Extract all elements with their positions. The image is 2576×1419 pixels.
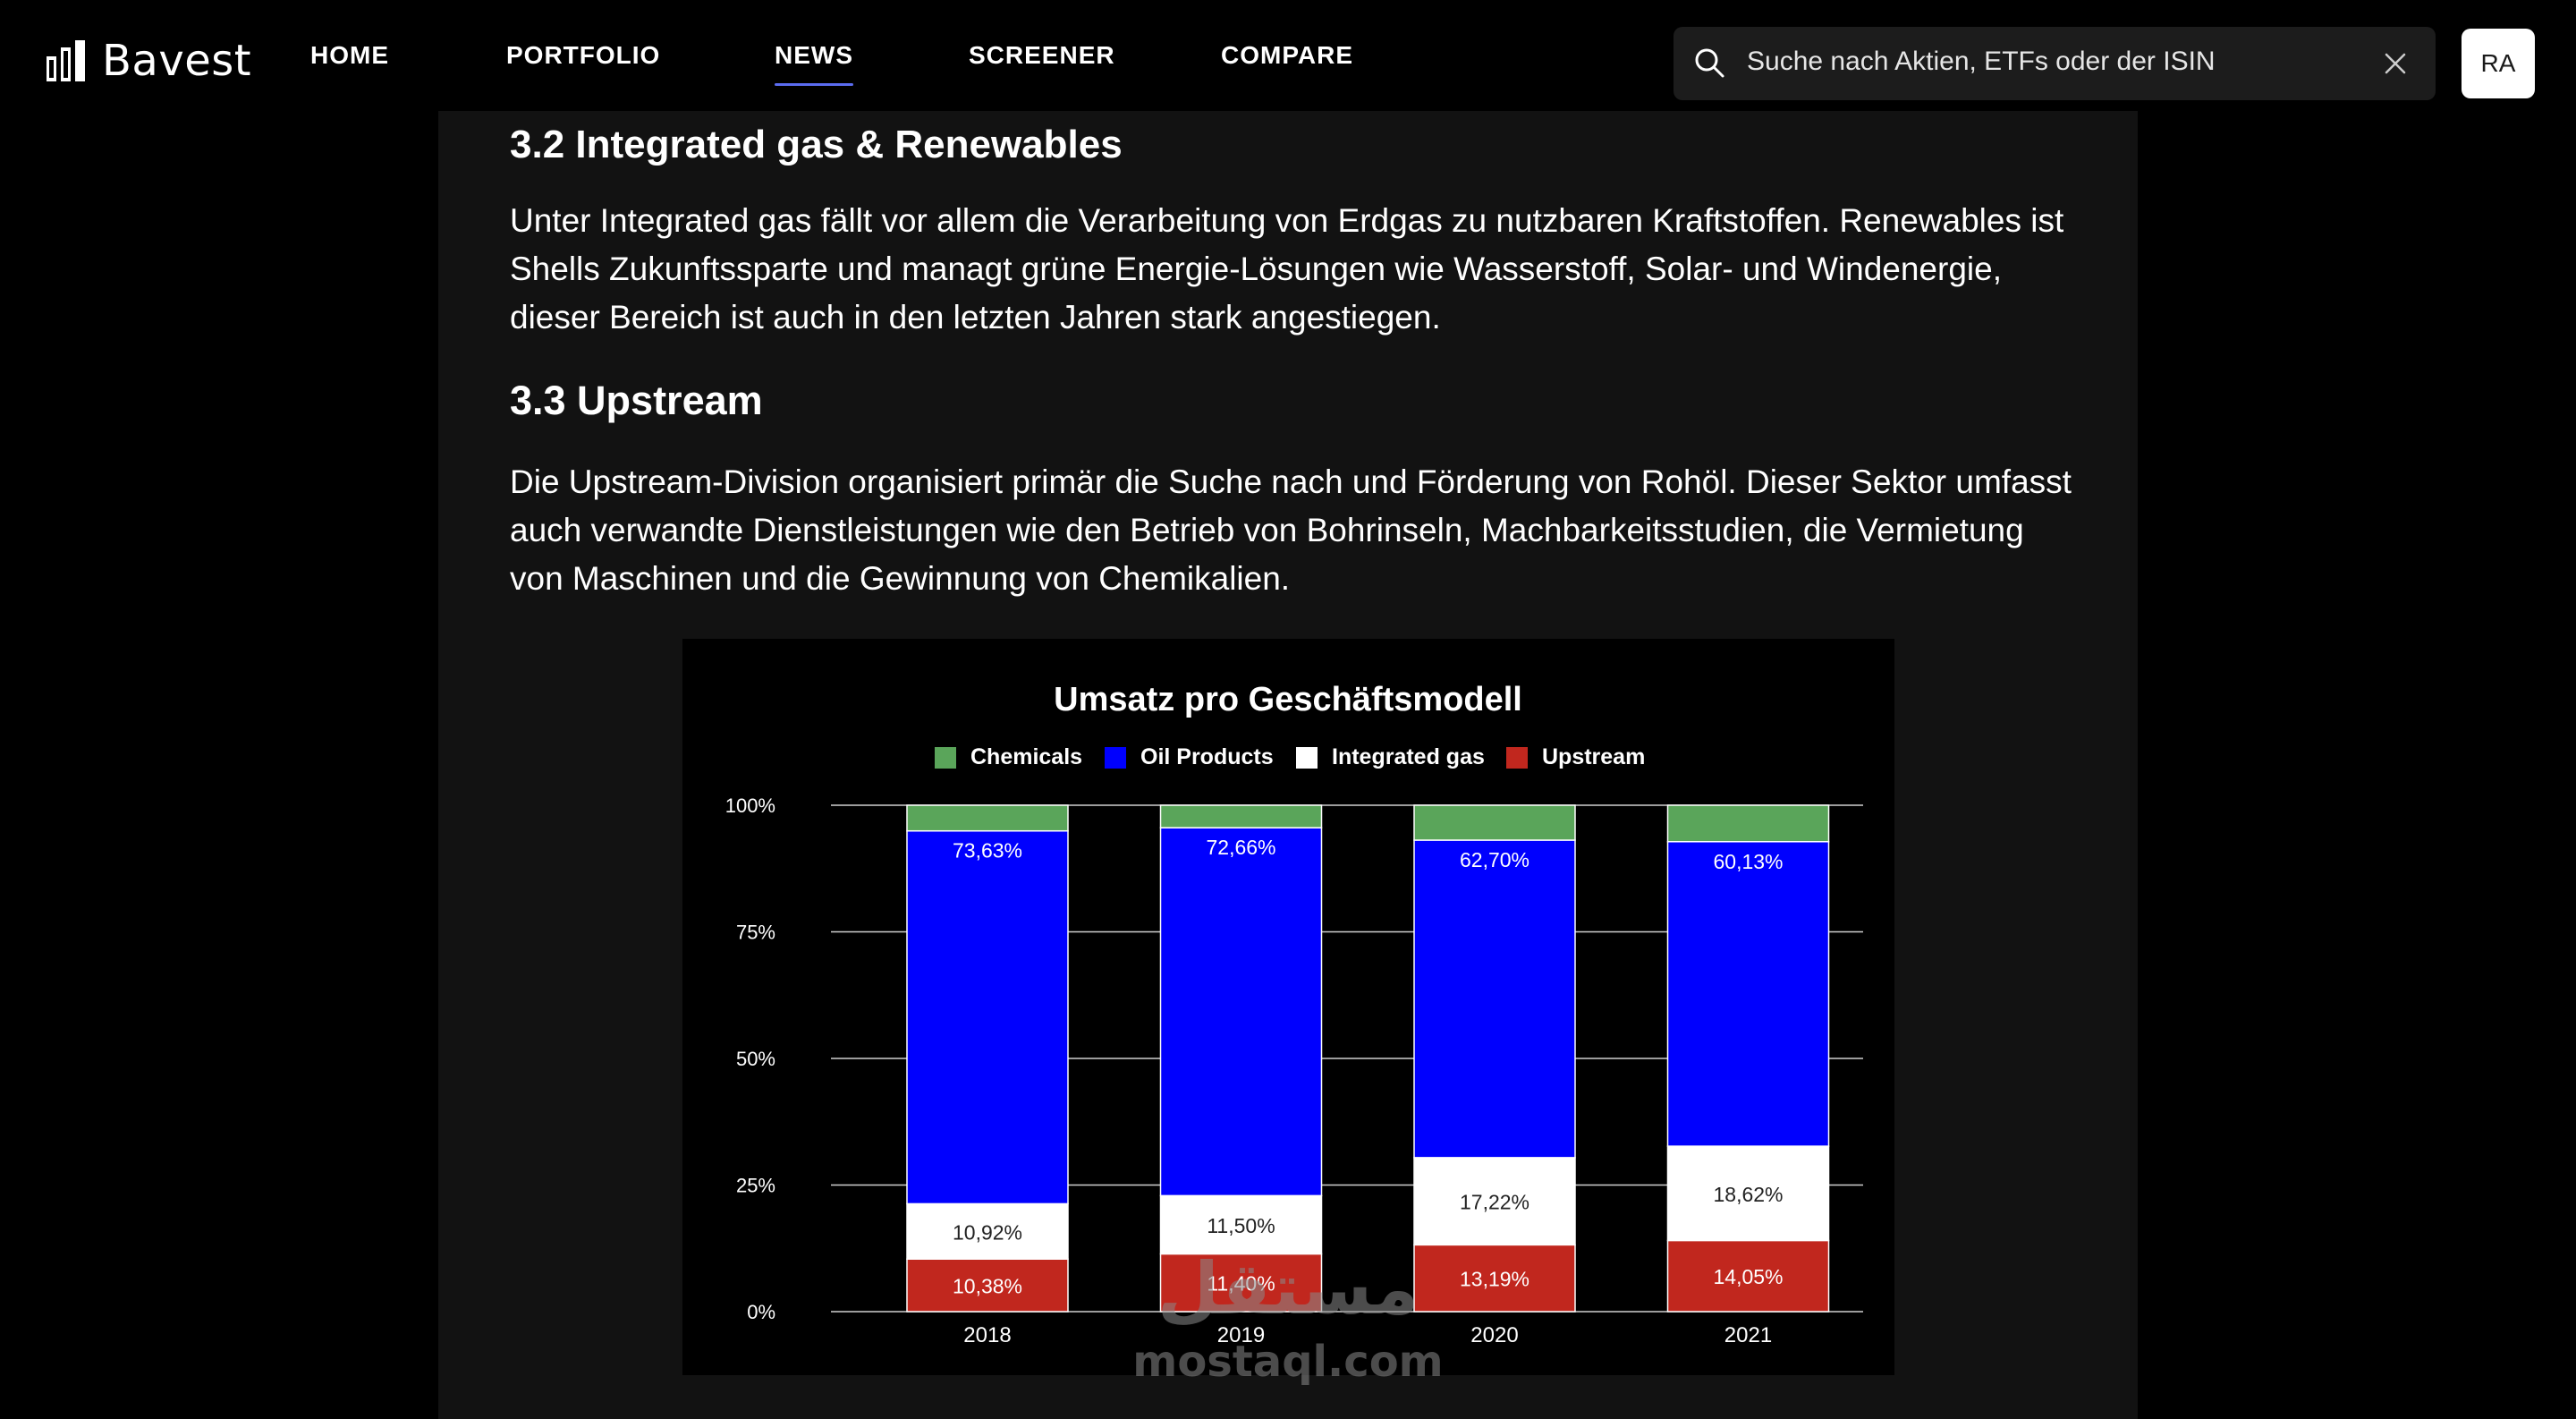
nav-compare[interactable]: COMPARE xyxy=(1221,41,1354,69)
user-initials: RA xyxy=(2480,49,2516,77)
legend-label-oil-products: Oil Products xyxy=(1140,744,1274,769)
data-label: 11,40% xyxy=(1207,1272,1275,1296)
data-label: 72,66% xyxy=(1206,836,1275,859)
bar-segment-oil-products xyxy=(906,829,1069,1205)
nav-screener[interactable]: SCREENER xyxy=(969,41,1115,69)
legend-label-chemicals: Chemicals xyxy=(970,744,1082,769)
data-label: 62,70% xyxy=(1460,848,1530,871)
nav-news[interactable]: NEWS xyxy=(775,41,853,86)
data-label: 60,13% xyxy=(1713,850,1783,873)
y-tick-label: 75% xyxy=(736,922,775,944)
x-tick-label: 2018 xyxy=(963,1323,1011,1347)
legend-swatch-chemicals xyxy=(935,747,956,769)
y-tick-label: 50% xyxy=(736,1048,775,1070)
bar-segment-upstream xyxy=(1159,1253,1323,1313)
revenue-chart: Umsatz pro Geschäftsmodell Chemicals Oil P… xyxy=(682,639,1894,1375)
x-tick-label: 2019 xyxy=(1217,1323,1265,1347)
nav-home[interactable]: HOME xyxy=(310,41,389,69)
bar-segment-oil-products xyxy=(1159,827,1323,1197)
bar-segment-chemicals xyxy=(1413,804,1576,841)
legend-label-integrated-gas: Integrated gas xyxy=(1332,744,1485,769)
search-bar[interactable]: Suche nach Aktien, ETFs oder der ISIN xyxy=(1674,27,2436,100)
data-label: 10,92% xyxy=(953,1220,1022,1244)
section-heading-3-2: 3.2 Integrated gas & Renewables xyxy=(510,123,1123,166)
legend-swatch-oil-products xyxy=(1105,747,1126,769)
bar-segment-integrated-gas xyxy=(1159,1194,1323,1255)
bar-segment-chemicals xyxy=(1666,804,1830,843)
bar-segment-upstream xyxy=(1413,1244,1576,1313)
bar-segment-oil-products xyxy=(1413,839,1576,1159)
section-heading-3-3: 3.3 Upstream xyxy=(510,378,763,423)
legend-label-upstream: Upstream xyxy=(1542,744,1645,769)
bar-segment-integrated-gas xyxy=(906,1202,1069,1260)
top-navbar: Bavest HOME PORTFOLIO NEWS SCREENER COMP… xyxy=(0,0,2576,111)
x-tick-label: 2020 xyxy=(1470,1323,1518,1347)
paragraph-upstream: Die Upstream-Division organisiert primär… xyxy=(510,463,2072,597)
x-tick-label: 2021 xyxy=(1724,1323,1772,1347)
data-label: 17,22% xyxy=(1460,1191,1530,1214)
nav-portfolio[interactable]: PORTFOLIO xyxy=(506,41,661,69)
data-label: 10,38% xyxy=(953,1275,1022,1298)
bar-segment-oil-products xyxy=(1666,841,1830,1147)
bar-segment-integrated-gas xyxy=(1413,1157,1576,1246)
data-label: 13,19% xyxy=(1460,1268,1530,1291)
bar-segment-upstream xyxy=(906,1258,1069,1313)
bar-segment-chemicals xyxy=(1159,804,1323,828)
user-avatar[interactable]: RA xyxy=(2462,29,2535,98)
article-content: 3.2 Integrated gas & Renewables Unter In… xyxy=(438,111,2138,1419)
search-icon xyxy=(1695,48,1724,78)
legend-swatch-integrated-gas xyxy=(1296,747,1318,769)
data-label: 18,62% xyxy=(1713,1183,1783,1206)
y-tick-label: 25% xyxy=(736,1175,775,1197)
data-label: 73,63% xyxy=(953,839,1022,862)
brand-name: Bavest xyxy=(102,36,252,86)
chart-title: Umsatz pro Geschäftsmodell xyxy=(1054,681,1522,718)
search-input[interactable]: Suche nach Aktien, ETFs oder der ISIN xyxy=(1747,47,2216,76)
y-tick-label: 100% xyxy=(725,794,775,817)
y-tick-label: 0% xyxy=(747,1301,775,1323)
paragraph-integrated-gas: Unter Integrated gas fällt vor allem die… xyxy=(510,202,2064,336)
bavest-logo-icon xyxy=(47,40,85,81)
bar-segment-integrated-gas xyxy=(1666,1145,1830,1242)
chart-svg: Umsatz pro Geschäftsmodell Chemicals Oil P… xyxy=(725,681,1863,1347)
brand-logo[interactable]: Bavest xyxy=(45,36,251,86)
legend-swatch-upstream xyxy=(1506,747,1528,769)
close-icon[interactable] xyxy=(2380,48,2411,79)
bar-segment-chemicals xyxy=(906,804,1069,832)
data-label: 14,05% xyxy=(1713,1265,1783,1288)
data-label: 11,50% xyxy=(1207,1214,1275,1237)
